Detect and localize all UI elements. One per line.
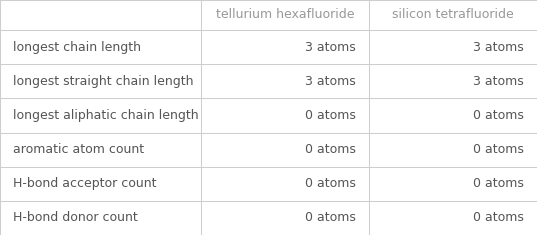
Text: 0 atoms: 0 atoms: [305, 109, 355, 122]
Text: longest chain length: longest chain length: [13, 41, 141, 54]
Text: 0 atoms: 0 atoms: [473, 143, 524, 156]
Text: longest aliphatic chain length: longest aliphatic chain length: [13, 109, 199, 122]
Text: 0 atoms: 0 atoms: [473, 177, 524, 190]
Text: 3 atoms: 3 atoms: [473, 41, 524, 54]
Text: 3 atoms: 3 atoms: [473, 75, 524, 88]
Text: longest straight chain length: longest straight chain length: [13, 75, 194, 88]
Text: 0 atoms: 0 atoms: [305, 212, 355, 224]
Text: tellurium hexafluoride: tellurium hexafluoride: [216, 8, 354, 21]
Text: 0 atoms: 0 atoms: [305, 143, 355, 156]
Text: H-bond acceptor count: H-bond acceptor count: [13, 177, 157, 190]
Text: 3 atoms: 3 atoms: [305, 75, 355, 88]
Text: 0 atoms: 0 atoms: [305, 177, 355, 190]
Text: H-bond donor count: H-bond donor count: [13, 212, 138, 224]
Text: aromatic atom count: aromatic atom count: [13, 143, 144, 156]
Text: 3 atoms: 3 atoms: [305, 41, 355, 54]
Text: 0 atoms: 0 atoms: [473, 212, 524, 224]
Text: 0 atoms: 0 atoms: [473, 109, 524, 122]
Text: silicon tetrafluoride: silicon tetrafluoride: [392, 8, 514, 21]
